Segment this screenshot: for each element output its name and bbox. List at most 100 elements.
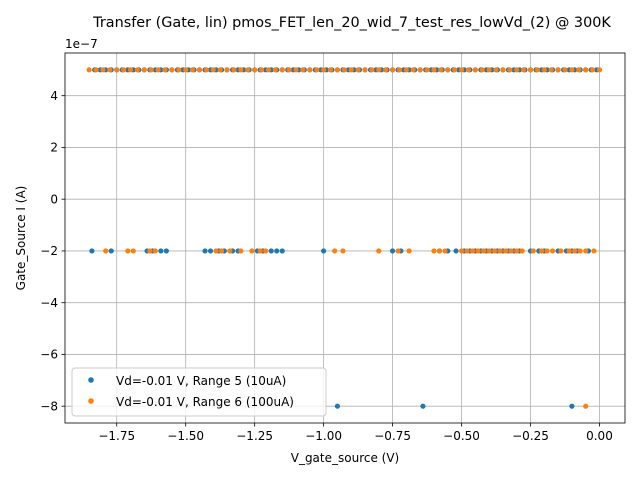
data-point <box>348 67 354 73</box>
data-point <box>527 67 534 73</box>
data-point <box>268 248 274 254</box>
data-point <box>549 248 556 254</box>
data-point <box>207 248 214 254</box>
data-point <box>265 67 272 73</box>
data-point <box>389 248 396 254</box>
data-point <box>583 403 589 409</box>
data-point <box>314 67 320 73</box>
axes-frame <box>64 52 626 424</box>
data-point <box>514 67 520 73</box>
data-point <box>300 67 306 73</box>
data-point <box>272 67 278 73</box>
data-point <box>332 248 338 254</box>
data-point <box>169 67 175 73</box>
data-point <box>576 67 582 73</box>
y-tick-label: 2 <box>50 141 58 155</box>
data-point <box>389 67 396 73</box>
data-point <box>486 248 492 254</box>
data-point <box>458 248 465 254</box>
data-point <box>217 67 223 73</box>
legend: Vd=-0.01 V, Range 5 (10uA) Vd=-0.01 V, R… <box>71 367 327 417</box>
data-point <box>530 248 536 254</box>
data-point <box>183 67 189 73</box>
y-offset-label: 1e−7 <box>65 37 98 51</box>
data-point <box>148 67 154 73</box>
data-point <box>569 403 575 409</box>
y-tick-label: −6 <box>40 348 58 362</box>
data-point <box>558 248 564 254</box>
data-point <box>158 248 164 254</box>
data-point <box>453 248 459 254</box>
data-point <box>152 248 158 254</box>
data-point <box>249 248 255 254</box>
data-point <box>327 67 334 73</box>
x-tick-label: −0.50 <box>443 429 480 443</box>
data-point <box>566 248 572 254</box>
data-point <box>544 248 550 254</box>
x-tick-label: 0.00 <box>586 429 613 443</box>
data-point <box>538 248 545 254</box>
series-2 <box>86 67 603 409</box>
data-point <box>334 67 341 73</box>
data-point <box>252 67 258 73</box>
data-point <box>279 67 285 73</box>
data-point <box>548 67 554 73</box>
data-point <box>257 248 263 254</box>
data-point <box>286 67 292 73</box>
data-point <box>445 67 451 73</box>
data-point <box>127 67 134 73</box>
data-point <box>340 248 346 254</box>
x-tick-label: −1.50 <box>167 429 204 443</box>
data-point <box>469 248 476 254</box>
data-point <box>355 67 361 73</box>
data-point <box>238 248 244 254</box>
data-point <box>396 67 403 73</box>
data-point <box>500 67 506 73</box>
data-point <box>203 67 209 73</box>
data-point <box>395 248 401 254</box>
chart-title: Transfer (Gate, lin) pmos_FET_len_20_wid… <box>92 15 611 31</box>
data-point <box>431 248 437 254</box>
legend-marker-range6 <box>88 398 94 404</box>
data-point <box>541 67 547 73</box>
data-point <box>583 67 589 73</box>
data-point <box>213 248 219 254</box>
data-point <box>589 67 596 73</box>
data-point <box>431 67 437 73</box>
legend-label-range5: Vd=-0.01 V, Range 5 (10uA) <box>116 374 286 388</box>
data-point <box>438 67 444 73</box>
data-point <box>442 248 448 254</box>
data-point <box>376 248 382 254</box>
data-point <box>218 248 225 254</box>
data-point <box>508 248 514 254</box>
data-point <box>107 67 113 73</box>
data-point <box>583 248 589 254</box>
x-tick-label: −1.25 <box>236 429 273 443</box>
data-point <box>465 67 472 73</box>
data-point <box>577 248 583 254</box>
data-point <box>479 67 485 73</box>
data-point <box>231 67 237 73</box>
y-tick-label: −2 <box>40 244 58 258</box>
data-point <box>258 67 265 73</box>
x-tick-label: −0.25 <box>512 429 549 443</box>
data-point <box>134 67 141 73</box>
data-point <box>514 248 520 254</box>
tick-marks: −1.75 −1.50 −1.25 −1.00 −0.75 −0.50 −0.25 0.00 −… <box>40 89 613 443</box>
data-point <box>572 248 578 254</box>
data-point <box>458 67 465 73</box>
data-point <box>472 67 478 73</box>
data-point <box>189 67 196 73</box>
y-tick-label: 4 <box>50 89 58 103</box>
data-point <box>417 67 423 73</box>
data-point <box>155 67 161 73</box>
data-point <box>406 248 412 254</box>
data-point <box>436 248 443 254</box>
y-tick-label: −8 <box>40 399 58 413</box>
data-point <box>89 248 95 254</box>
data-point <box>507 67 513 73</box>
x-tick-label: −1.75 <box>98 429 135 443</box>
data-point <box>245 67 251 73</box>
legend-marker-range5 <box>88 377 94 383</box>
data-point <box>420 403 426 409</box>
